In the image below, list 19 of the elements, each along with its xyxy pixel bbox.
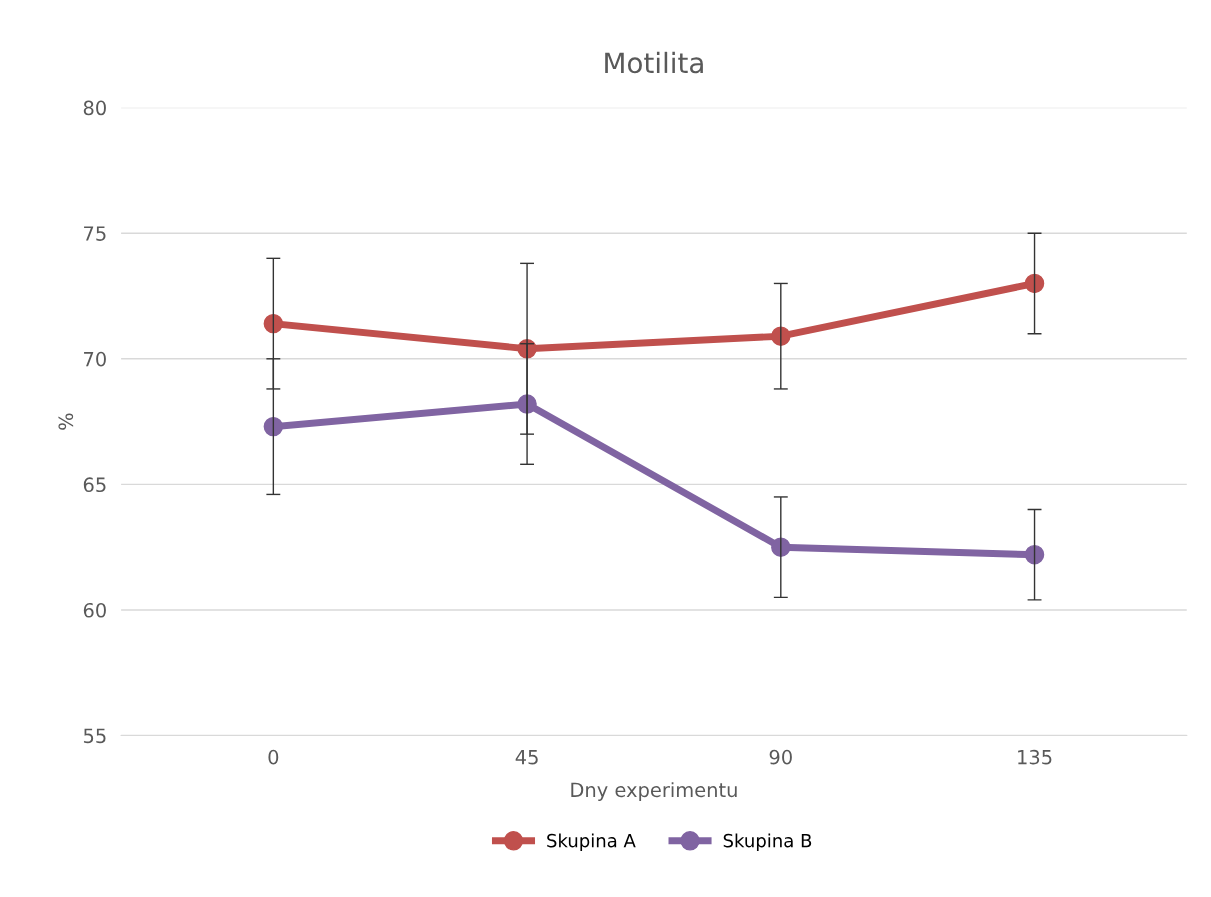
y-tick-label: 55 [83,728,106,744]
y-tick-label: 60 [83,602,106,618]
x-tick-label: 45 [515,750,538,765]
point [263,313,284,334]
point [263,416,284,437]
x-tick-label: 90 [769,749,792,765]
y-tick-label: 75 [84,226,106,241]
y-tick-label: 70 [84,351,106,367]
y-axis-title: % [58,413,74,430]
chart-title: Motilita [605,51,703,74]
x-tick-label: 0 [268,749,279,765]
legend-label: Skupina A [547,833,636,851]
y-tick-label: 65 [83,477,106,493]
y-tick-label: 80 [83,100,106,116]
x-axis-title: Dny experimentu [571,782,737,801]
legend-label: Skupina B [723,833,812,851]
x-tick-label: 135 [1018,749,1052,765]
point [1024,544,1045,565]
point [1024,273,1045,294]
